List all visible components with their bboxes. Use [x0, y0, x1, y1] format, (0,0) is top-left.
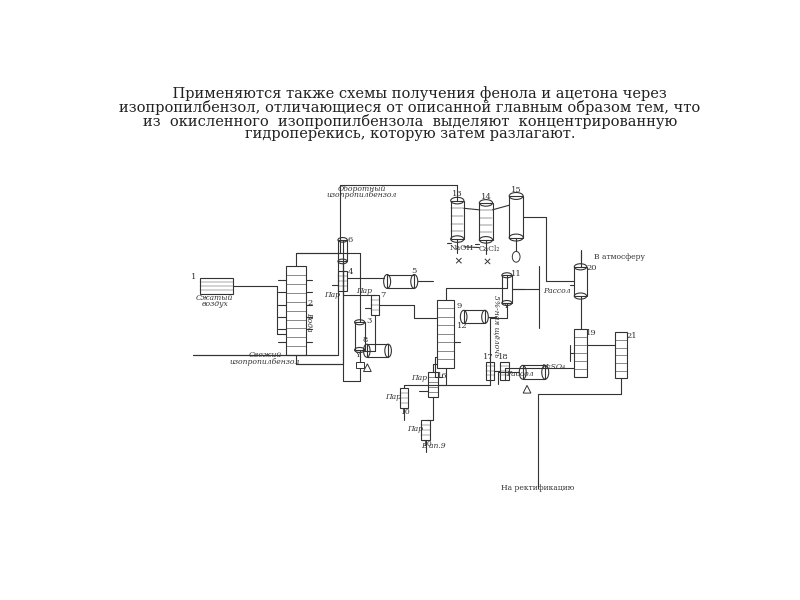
Text: изопропилбензол, отличающиеся от описанной главным образом тем, что: изопропилбензол, отличающиеся от описанн… [119, 100, 701, 115]
Text: Y: Y [355, 350, 361, 359]
Bar [387, 275, 414, 289]
Text: Применяются также схемы получения фенола и ацетона через: Применяются также схемы получения фенола… [154, 86, 666, 101]
Text: Вода: Вода [306, 313, 314, 332]
Text: 2: 2 [307, 299, 313, 307]
Bar [574, 267, 586, 296]
Text: Y: Y [503, 302, 508, 310]
Text: Оборотный: Оборотный [338, 185, 386, 193]
Text: 15: 15 [510, 186, 522, 194]
Text: В атмосферу: В атмосферу [594, 253, 645, 261]
Text: изопропилбензол: изопропилбензол [230, 358, 300, 365]
Text: CaCl₂: CaCl₂ [478, 245, 500, 253]
Bar [522, 365, 546, 379]
Text: изопропилбензол: изопропилбензол [326, 191, 397, 199]
Text: 12: 12 [458, 322, 468, 330]
Text: На ректификацию: На ректификацию [501, 484, 574, 492]
Text: Пар: Пар [356, 287, 372, 295]
Text: 19: 19 [586, 329, 597, 337]
Text: Пар: Пар [406, 425, 422, 433]
Bar [366, 344, 388, 357]
Bar [502, 275, 512, 303]
Text: 20: 20 [586, 263, 597, 272]
Text: 8: 8 [362, 336, 368, 344]
Text: Пар: Пар [385, 393, 401, 401]
Text: 1: 1 [191, 273, 197, 281]
Bar [614, 332, 627, 379]
Text: воздух: воздух [202, 300, 228, 308]
Text: Свежий: Свежий [249, 352, 282, 359]
Bar [200, 278, 233, 294]
Text: Пар: Пар [324, 291, 340, 299]
Text: Рассол: Рассол [543, 287, 571, 295]
Text: гидроперекись, которую затем разлагают.: гидроперекись, которую затем разлагают. [245, 127, 575, 142]
Text: В ап.9: В ап.9 [421, 442, 446, 450]
Bar [479, 203, 493, 240]
Text: 16: 16 [438, 372, 448, 380]
Text: 6: 6 [348, 236, 353, 244]
Bar [422, 420, 430, 440]
Bar [428, 372, 438, 397]
Text: 10: 10 [401, 409, 410, 416]
Bar [338, 271, 347, 292]
Text: 17: 17 [483, 353, 494, 361]
Bar [509, 196, 523, 238]
Text: Рассол: Рассол [506, 370, 534, 378]
Bar [286, 266, 306, 355]
Text: 5: 5 [411, 266, 417, 275]
Bar [486, 362, 494, 380]
Text: из  окисленного  изопропилбензола  выделяют  концентрированную: из окисленного изопропилбензола выделяют… [143, 113, 677, 128]
Text: 5%-ная щёлочь: 5%-ная щёлочь [493, 295, 501, 357]
Text: 9: 9 [457, 302, 462, 310]
Bar [464, 310, 485, 323]
Text: 14: 14 [481, 193, 491, 201]
Text: 13: 13 [452, 190, 462, 199]
Bar [356, 362, 363, 368]
Bar [437, 300, 454, 368]
Text: Сжатый: Сжатый [196, 295, 234, 302]
Bar [574, 329, 586, 377]
Text: 3: 3 [366, 317, 372, 325]
Text: 4: 4 [347, 268, 353, 276]
Text: 11: 11 [510, 270, 522, 278]
Text: NaOH: NaOH [449, 244, 473, 253]
Bar [450, 200, 464, 239]
Text: Пар: Пар [411, 374, 427, 382]
Bar [500, 362, 509, 380]
Bar [399, 388, 408, 409]
Text: 18: 18 [498, 353, 508, 361]
Bar [354, 322, 365, 350]
Text: 10: 10 [422, 440, 432, 448]
Bar [371, 295, 379, 314]
Text: 21: 21 [626, 332, 637, 340]
Text: 7: 7 [380, 291, 386, 299]
Text: H₂SO₄: H₂SO₄ [542, 363, 566, 371]
Bar [338, 240, 347, 262]
